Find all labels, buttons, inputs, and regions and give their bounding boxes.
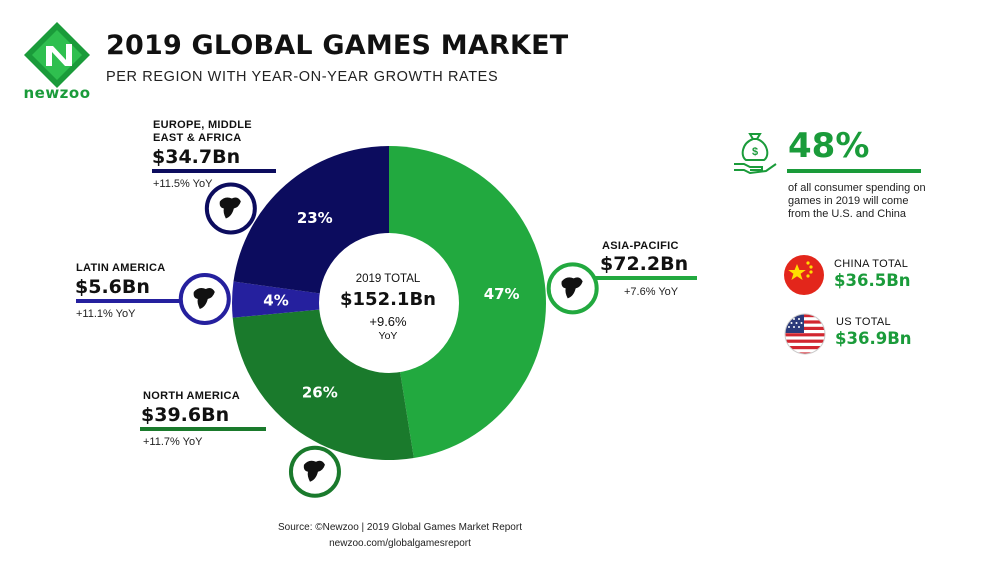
logo-wordmark: newzoo [23,84,91,102]
share-underline [787,169,921,173]
region-north-america-yoy: +11.7% YoY [143,436,203,448]
newzoo-logo [24,22,90,88]
region-north-america-name: NORTH AMERICA [143,390,240,402]
region-north-america-value: $39.6Bn [141,404,230,426]
page-subtitle: PER REGION WITH YEAR-ON-YEAR GROWTH RATE… [106,69,499,85]
svg-text:$: $ [752,146,758,158]
source-url: newzoo.com/globalgamesreport [329,538,471,549]
total-label: 2019 TOTAL [355,273,421,285]
china-total-label: CHINA TOTAL [834,258,909,270]
slice-label-emea: 23% [297,209,333,227]
total-growth: +9.6% [369,314,407,329]
us-total-value: $36.9Bn [835,329,912,348]
china-flag-icon [784,255,824,295]
money-bag-hand-icon: $ [734,133,777,174]
us-flag-icon [784,313,826,355]
pie-slice-latin-america [231,281,389,318]
share-percent: 48% [788,126,870,166]
region-emea-name: EUROPE, MIDDLE EAST & AFRICA [153,119,252,145]
region-latam-yoy: +11.1% YoY [76,308,136,320]
north-america-map-icon [288,445,341,498]
source-text: Source: ©Newzoo | 2019 Global Games Mark… [278,522,522,533]
region-latam-value: $5.6Bn [75,276,150,298]
region-latam-name: LATIN AMERICA [76,262,166,274]
us-total-label: US TOTAL [836,316,891,328]
region-asia-pacific-yoy: +7.6% YoY [624,286,679,298]
total-value: $152.1Bn [340,289,436,310]
donut-hole [319,233,459,373]
region-emea-value: $34.7Bn [152,146,241,168]
pie-slice-asia-pacific [389,145,547,459]
page-title: 2019 GLOBAL GAMES MARKET [106,30,569,61]
china-total-value: $36.5Bn [834,271,911,290]
share-description: of all consumer spending on games in 201… [788,182,926,220]
slice-label-asia-pacific: 47% [484,285,520,303]
asia-australia-map-icon [546,262,599,315]
region-asia-pacific-value: $72.2Bn [600,253,689,275]
europe-africa-map-icon [204,182,257,235]
south-america-map-icon [178,273,231,326]
region-emea-name-line1: EUROPE, MIDDLE [153,119,252,131]
total-growth-unit: YoY [378,330,398,342]
region-emea-name-line2: EAST & AFRICA [153,132,242,144]
region-emea-yoy: +11.5% YoY [153,178,213,190]
slice-label-north-america: 26% [302,383,338,401]
region-asia-pacific-name: ASIA-PACIFIC [602,240,679,252]
slice-label-latin-america: 4% [263,292,288,310]
